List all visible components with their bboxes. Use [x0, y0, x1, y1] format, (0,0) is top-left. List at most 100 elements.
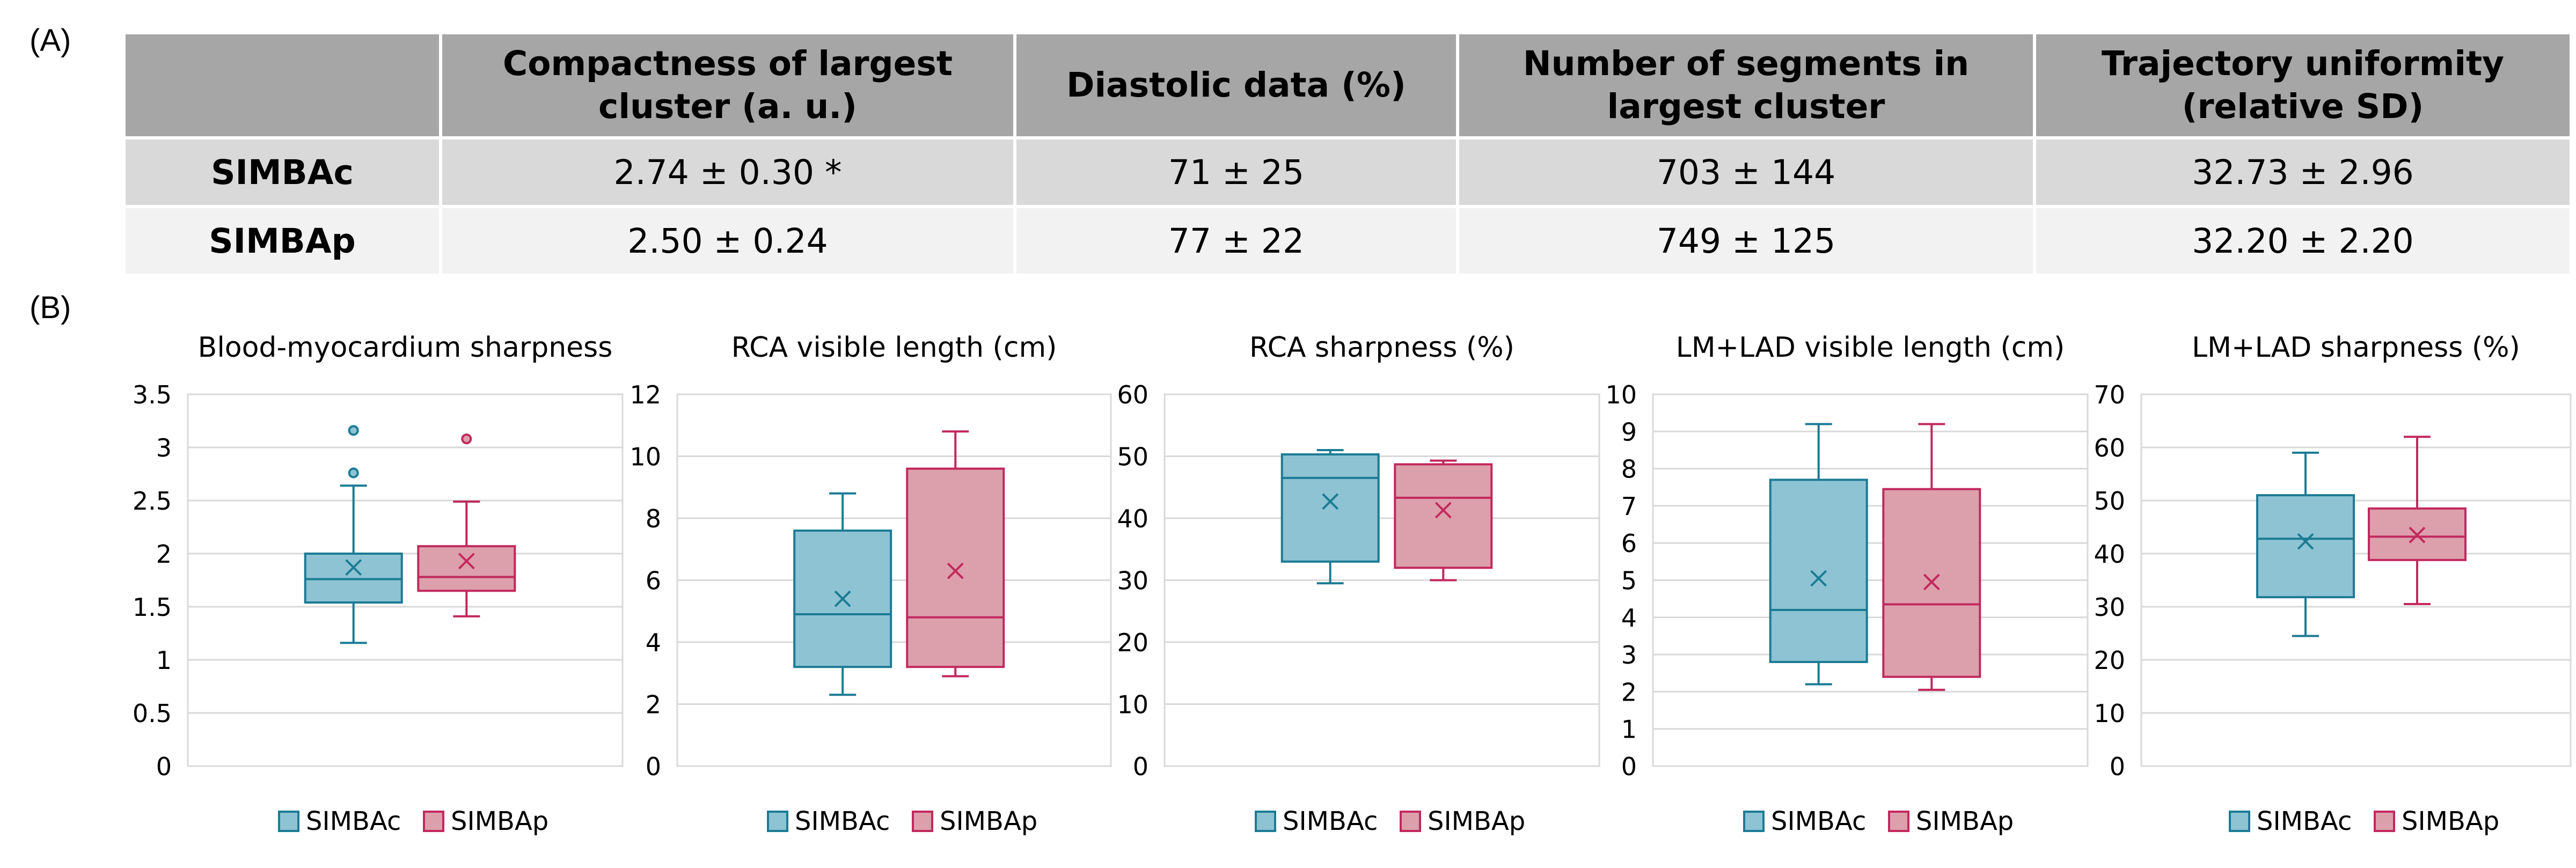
chart-title: RCA sharpness (%)	[1249, 332, 1514, 364]
legend-label: SIMBAc	[2257, 806, 2352, 836]
legend-swatch	[767, 811, 788, 832]
table-header-uniformity: Trajectory uniformity (relative SD)	[2033, 31, 2573, 139]
legend-swatch	[2374, 811, 2395, 832]
table-cell: 32.73 ± 2.96	[2033, 136, 2573, 208]
results-table: Compactness of largest cluster (a. u.) D…	[122, 31, 2573, 277]
iqr-box	[2256, 494, 2355, 599]
series-simbac	[1769, 423, 1868, 686]
y-tick-label: 4	[646, 628, 661, 657]
table-header-corner	[122, 31, 442, 139]
y-tick-label: 8	[1621, 455, 1637, 484]
box-chart-4: LM+LAD visible length (cm) 0 1 2 3 4 5 6 7 8 9 10 SI…	[1605, 332, 2089, 836]
mean-marker	[2409, 526, 2426, 543]
y-tick-label: 60	[1117, 380, 1148, 409]
legend-swatch	[1888, 811, 1909, 832]
y-tick-label: 2	[1621, 678, 1637, 707]
plot-frame	[2140, 393, 2572, 767]
y-tick-label: 50	[1117, 443, 1148, 472]
chart-title: Blood-myocardium sharpness	[198, 332, 613, 364]
legend-swatch	[423, 811, 444, 832]
y-tick-label: 2	[156, 540, 172, 569]
iqr-box	[1280, 453, 1380, 563]
table-cell: 2.50 ± 0.24	[439, 205, 1016, 277]
plot-frame	[676, 393, 1112, 767]
outlier-point	[348, 425, 359, 436]
table-cell: 749 ± 125	[1456, 205, 2036, 277]
legend-label: SIMBAc	[1283, 806, 1378, 836]
table-header-diastolic: Diastolic data (%)	[1013, 31, 1459, 139]
y-tick-label: 30	[2094, 593, 2125, 622]
panel-label-a: (A)	[30, 23, 71, 58]
series-simbac	[1280, 448, 1380, 585]
series-simbac	[304, 425, 403, 644]
mean-marker	[345, 559, 362, 576]
chart-legend: SIMBAc SIMBAp	[767, 806, 1037, 836]
y-tick-label: 40	[1117, 504, 1148, 533]
legend-label: SIMBAp	[940, 806, 1037, 836]
legend-label: SIMBAp	[1428, 806, 1525, 836]
legend-label: SIMBAc	[306, 806, 401, 836]
y-tick-label: 1	[156, 646, 172, 675]
y-tick-label: 10	[1605, 380, 1637, 409]
chart-title: LM+LAD sharpness (%)	[2192, 332, 2520, 364]
plot-frame	[1163, 393, 1600, 767]
y-tick-label: 2.5	[133, 487, 172, 516]
table-header-row: Compactness of largest cluster (a. u.) D…	[122, 31, 2573, 139]
series-simbac	[2256, 451, 2355, 637]
y-tick-label: 40	[2094, 540, 2125, 569]
series-simbac	[793, 492, 892, 696]
y-tick-label: 50	[2094, 487, 2125, 516]
table-header-segments: Number of segments in largest cluster	[1456, 31, 2036, 139]
y-tick-label: 60	[2094, 433, 2125, 462]
series-simbap	[906, 430, 1005, 678]
chart-title: LM+LAD visible length (cm)	[1676, 332, 2065, 364]
legend-label: SIMBAp	[1916, 806, 2014, 836]
y-tick-label: 2	[646, 690, 661, 719]
table-row: SIMBAc 2.74 ± 0.30 * 71 ± 25 703 ± 144 3…	[122, 136, 2573, 208]
table-cell: 2.74 ± 0.30 *	[439, 136, 1016, 208]
chart-legend: SIMBAc SIMBAp	[278, 806, 548, 836]
chart-title: RCA visible length (cm)	[731, 332, 1057, 364]
y-tick-label: 20	[2094, 646, 2125, 675]
y-tick-label: 70	[2094, 380, 2125, 409]
series-simbap	[417, 433, 516, 617]
mean-marker	[1810, 570, 1827, 587]
outlier-point	[348, 467, 359, 479]
legend-swatch	[1400, 811, 1421, 832]
iqr-box	[417, 545, 516, 592]
mean-marker	[947, 562, 964, 579]
y-tick-label: 3.5	[133, 380, 172, 409]
series-simbap	[2368, 436, 2467, 606]
y-tick-label: 6	[1621, 529, 1637, 558]
legend-swatch	[912, 811, 933, 832]
y-tick-label: 9	[1621, 417, 1637, 446]
table-cell: 77 ± 22	[1013, 205, 1459, 277]
y-tick-label: 20	[1117, 628, 1148, 657]
y-tick-label: 0	[1621, 752, 1637, 781]
legend-label: SIMBAp	[2402, 806, 2499, 836]
chart-legend: SIMBAc SIMBAp	[1743, 806, 2014, 836]
row-label: SIMBAp	[122, 205, 442, 277]
y-tick-label: 6	[646, 567, 661, 595]
legend-label: SIMBAp	[451, 806, 548, 836]
mean-marker	[2297, 533, 2314, 550]
series-simbap	[1882, 423, 1981, 691]
y-tick-label: 0	[646, 752, 661, 781]
legend-swatch	[1743, 811, 1765, 832]
legend-swatch	[278, 811, 299, 832]
mean-marker	[834, 590, 851, 607]
plot-frame	[1652, 393, 2089, 767]
series-simbap	[1394, 459, 1493, 582]
y-tick-label: 3	[156, 433, 172, 462]
row-label: SIMBAc	[122, 136, 442, 208]
chart-legend: SIMBAc SIMBAp	[2229, 806, 2499, 836]
box-chart-1: Blood-myocardium sharpness 0 0.5 1 1.5 2 2.5 3 3…	[133, 332, 624, 836]
mean-marker	[1322, 493, 1339, 510]
y-tick-label: 0	[1133, 752, 1148, 781]
plot-frame	[187, 393, 624, 767]
table-cell: 32.20 ± 2.20	[2033, 205, 2573, 277]
y-tick-label: 10	[1117, 690, 1148, 719]
y-tick-label: 5	[1621, 567, 1637, 595]
